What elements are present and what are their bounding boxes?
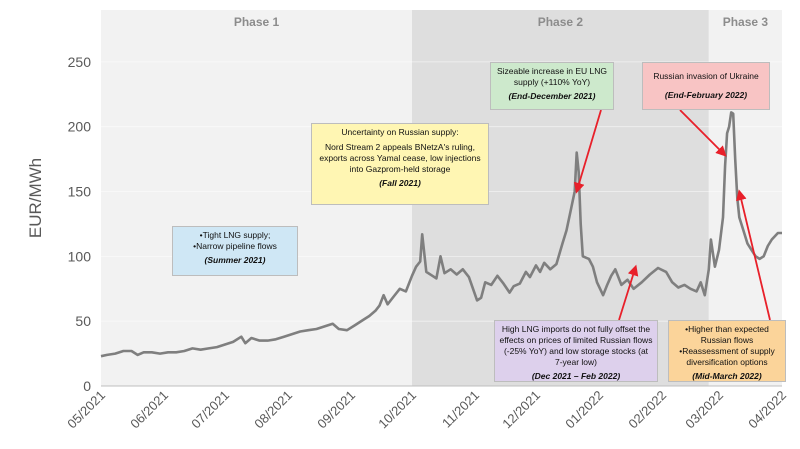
annotation-date: (Dec 2021 – Feb 2022) [531, 371, 621, 381]
y-tick-label: 200 [68, 119, 92, 135]
x-tick-label: 01/2022 [562, 388, 606, 432]
price-series-line [100, 111, 782, 358]
annotation-arrow [618, 264, 639, 321]
annotation-line: High LNG imports do not fully offset the… [499, 324, 653, 367]
annotation-date: (End-December 2021) [508, 91, 596, 101]
x-tick-label: 09/2021 [314, 388, 358, 432]
annotation-summer-2021: Tight LNG supply; Narrow pipeline flows … [172, 226, 298, 276]
x-tick-label: 03/2022 [682, 388, 726, 432]
phase-label: Phase 2 [538, 15, 584, 29]
x-tick-label: 02/2022 [625, 388, 669, 432]
annotation-dec-2021-feb-2022: High LNG imports do not fully offset the… [494, 320, 658, 382]
annotation-end-february-2022: Russian invasion of Ukraine (End-Februar… [642, 62, 770, 110]
y-axis-label: EUR/MWh [26, 158, 45, 238]
x-tick-label: 07/2021 [188, 388, 232, 432]
x-tick-label: 08/2021 [251, 388, 295, 432]
x-tick-label: 10/2021 [375, 388, 419, 432]
annotation-arrow [679, 109, 727, 157]
annotation-line: Reassessment of supply diversification o… [673, 346, 781, 368]
y-tick-label: 100 [68, 248, 92, 264]
annotation-mid-march-2022: Higher than expected Russian flows Reass… [668, 320, 786, 382]
annotation-date: (Summer 2021) [204, 255, 266, 265]
annotation-line: Higher than expected Russian flows [673, 324, 781, 346]
x-tick-label: 06/2021 [127, 388, 171, 432]
annotation-line: Uncertainty on Russian supply: [341, 127, 459, 137]
x-tick-label: 12/2021 [499, 388, 543, 432]
annotation-date: (Fall 2021) [379, 178, 421, 188]
x-tick-label: 11/2021 [439, 388, 482, 431]
annotation-date: (Mid-March 2022) [692, 371, 762, 381]
annotation-fall-2021: Uncertainty on Russian supply: Nord Stre… [311, 123, 489, 205]
y-tick-label: 0 [83, 378, 91, 394]
y-tick-label: 50 [75, 313, 91, 329]
annotation-arrow [736, 189, 771, 321]
phase-label: Phase 3 [723, 15, 769, 29]
annotation-date: (End-February 2022) [664, 90, 748, 100]
annotation-line: Tight LNG supply; [177, 230, 293, 241]
annotation-line: Sizeable increase in EU LNG supply (+110… [496, 66, 608, 87]
phase-label: Phase 1 [234, 15, 280, 29]
annotation-line: Nord Stream 2 appeals BNetzA's ruling, e… [319, 142, 481, 174]
annotation-line: Russian invasion of Ukraine [653, 71, 759, 81]
y-tick-label: 150 [68, 184, 92, 200]
x-tick-label: 04/2022 [745, 388, 789, 432]
x-tick-label: 05/2021 [64, 388, 108, 432]
y-tick-label: 250 [68, 54, 92, 70]
annotation-end-december-2021: Sizeable increase in EU LNG supply (+110… [490, 62, 614, 110]
annotation-line: Narrow pipeline flows [177, 241, 293, 252]
annotation-arrow [573, 109, 602, 194]
